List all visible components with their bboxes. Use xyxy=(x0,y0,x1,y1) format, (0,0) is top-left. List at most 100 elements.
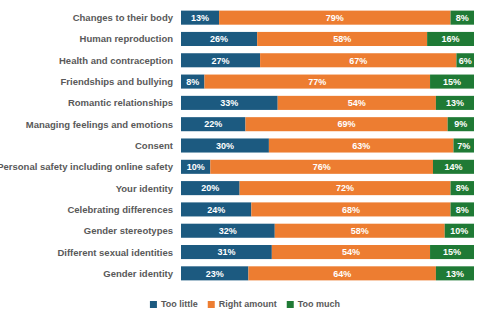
data-label: 20% xyxy=(201,183,219,193)
bar-segment xyxy=(181,245,272,259)
bar-segment xyxy=(275,224,445,238)
data-label: 8% xyxy=(456,183,469,193)
bar-segment xyxy=(436,96,474,110)
legend-swatch xyxy=(287,301,294,308)
data-label: 30% xyxy=(216,141,234,151)
data-label: 72% xyxy=(336,183,354,193)
data-label: 16% xyxy=(442,34,460,44)
data-label: 8% xyxy=(456,205,469,215)
bar-segment xyxy=(251,202,450,216)
data-label: 9% xyxy=(454,119,467,129)
bar-segment xyxy=(430,245,474,259)
data-label: 26% xyxy=(210,34,228,44)
data-label: 22% xyxy=(204,119,222,129)
bar-segment xyxy=(181,266,248,280)
legend-swatch xyxy=(150,301,157,308)
bar-segment xyxy=(269,138,454,152)
bar-segment xyxy=(181,11,219,25)
chart: 13% 79% 8% 26% 58% 16% 27% 67% 6% 8% 77% 15% 33% 54% 1… xyxy=(0,0,480,334)
bar-segment xyxy=(451,11,474,25)
bar-segment xyxy=(181,32,257,46)
bar-segment xyxy=(181,53,260,67)
legend-item: Too much xyxy=(287,299,340,309)
bars xyxy=(181,11,474,281)
bar-segment xyxy=(181,202,251,216)
data-label: 31% xyxy=(217,247,235,257)
legend: Too little Right amount Too much xyxy=(150,299,340,309)
category-label: Your identity xyxy=(116,183,174,194)
category-label: Managing feelings and emotions xyxy=(26,119,173,130)
bar-segment xyxy=(272,245,430,259)
category-label: Health and contraception xyxy=(59,55,173,66)
bar-segment xyxy=(456,53,474,67)
category-label: Personal safety including online safety xyxy=(0,161,174,172)
category-label: Celebrating differences xyxy=(67,204,173,215)
bar-segment xyxy=(451,202,474,216)
data-label: 15% xyxy=(443,77,461,87)
category-label: Romantic relationships xyxy=(68,97,173,108)
data-label: 58% xyxy=(351,226,369,236)
bar-segment xyxy=(448,117,474,131)
bar-segment xyxy=(257,32,427,46)
bar-segment xyxy=(204,75,430,89)
data-labels: 13% 79% 8% 26% 58% 16% 27% 67% 6% 8% 77% 15% 33% 54% 1… xyxy=(186,13,472,279)
legend-item: Right amount xyxy=(208,299,277,309)
data-label: 23% xyxy=(206,269,224,279)
data-label: 64% xyxy=(333,269,351,279)
bar-segment xyxy=(451,181,474,195)
category-label: Consent xyxy=(135,140,174,151)
bar-segment xyxy=(181,117,245,131)
data-label: 67% xyxy=(349,56,367,66)
legend-label: Right amount xyxy=(219,299,277,309)
data-label: 14% xyxy=(444,162,462,172)
legend-swatch xyxy=(208,301,215,308)
category-label: Gender stereotypes xyxy=(84,225,173,236)
bar-segment xyxy=(181,224,275,238)
category-labels: Changes to their body Human reproduction H… xyxy=(0,12,174,279)
data-label: 24% xyxy=(207,205,225,215)
data-label: 69% xyxy=(338,119,356,129)
data-label: 6% xyxy=(459,56,472,66)
data-label: 13% xyxy=(446,269,464,279)
bar-segment xyxy=(278,96,436,110)
data-label: 8% xyxy=(186,77,199,87)
bar-segment xyxy=(430,75,474,89)
data-label: 58% xyxy=(333,34,351,44)
bar-segment xyxy=(248,266,436,280)
bar-segment xyxy=(433,160,474,174)
data-label: 8% xyxy=(456,13,469,23)
data-label: 79% xyxy=(326,13,344,23)
data-label: 7% xyxy=(457,141,470,151)
bar-segment xyxy=(181,75,204,89)
data-label: 68% xyxy=(342,205,360,215)
category-label: Changes to their body xyxy=(73,12,174,23)
category-label: Gender identity xyxy=(103,268,173,279)
bar-segment xyxy=(240,181,451,195)
bar-segment xyxy=(210,160,433,174)
data-label: 27% xyxy=(212,56,230,66)
data-label: 32% xyxy=(219,226,237,236)
bar-segment xyxy=(181,181,240,195)
legend-label: Too much xyxy=(298,299,340,309)
bar-segment xyxy=(436,266,474,280)
category-label: Friendships and bullying xyxy=(61,76,174,87)
data-label: 10% xyxy=(450,226,468,236)
data-label: 54% xyxy=(348,98,366,108)
bar-segment xyxy=(427,32,474,46)
data-label: 13% xyxy=(446,98,464,108)
data-label: 76% xyxy=(313,162,331,172)
data-label: 33% xyxy=(220,98,238,108)
bar-segment xyxy=(181,96,278,110)
category-label: Different sexual identities xyxy=(57,247,173,258)
bar-segment xyxy=(181,138,269,152)
bar-segment xyxy=(219,11,450,25)
legend-item: Too little xyxy=(150,299,198,309)
bar-segment xyxy=(260,53,456,67)
bar-segment xyxy=(453,138,474,152)
data-label: 15% xyxy=(443,247,461,257)
legend-label: Too little xyxy=(161,299,198,309)
bar-segment xyxy=(181,160,210,174)
data-label: 77% xyxy=(308,77,326,87)
category-label: Human reproduction xyxy=(80,33,174,44)
bar-segment xyxy=(445,224,474,238)
